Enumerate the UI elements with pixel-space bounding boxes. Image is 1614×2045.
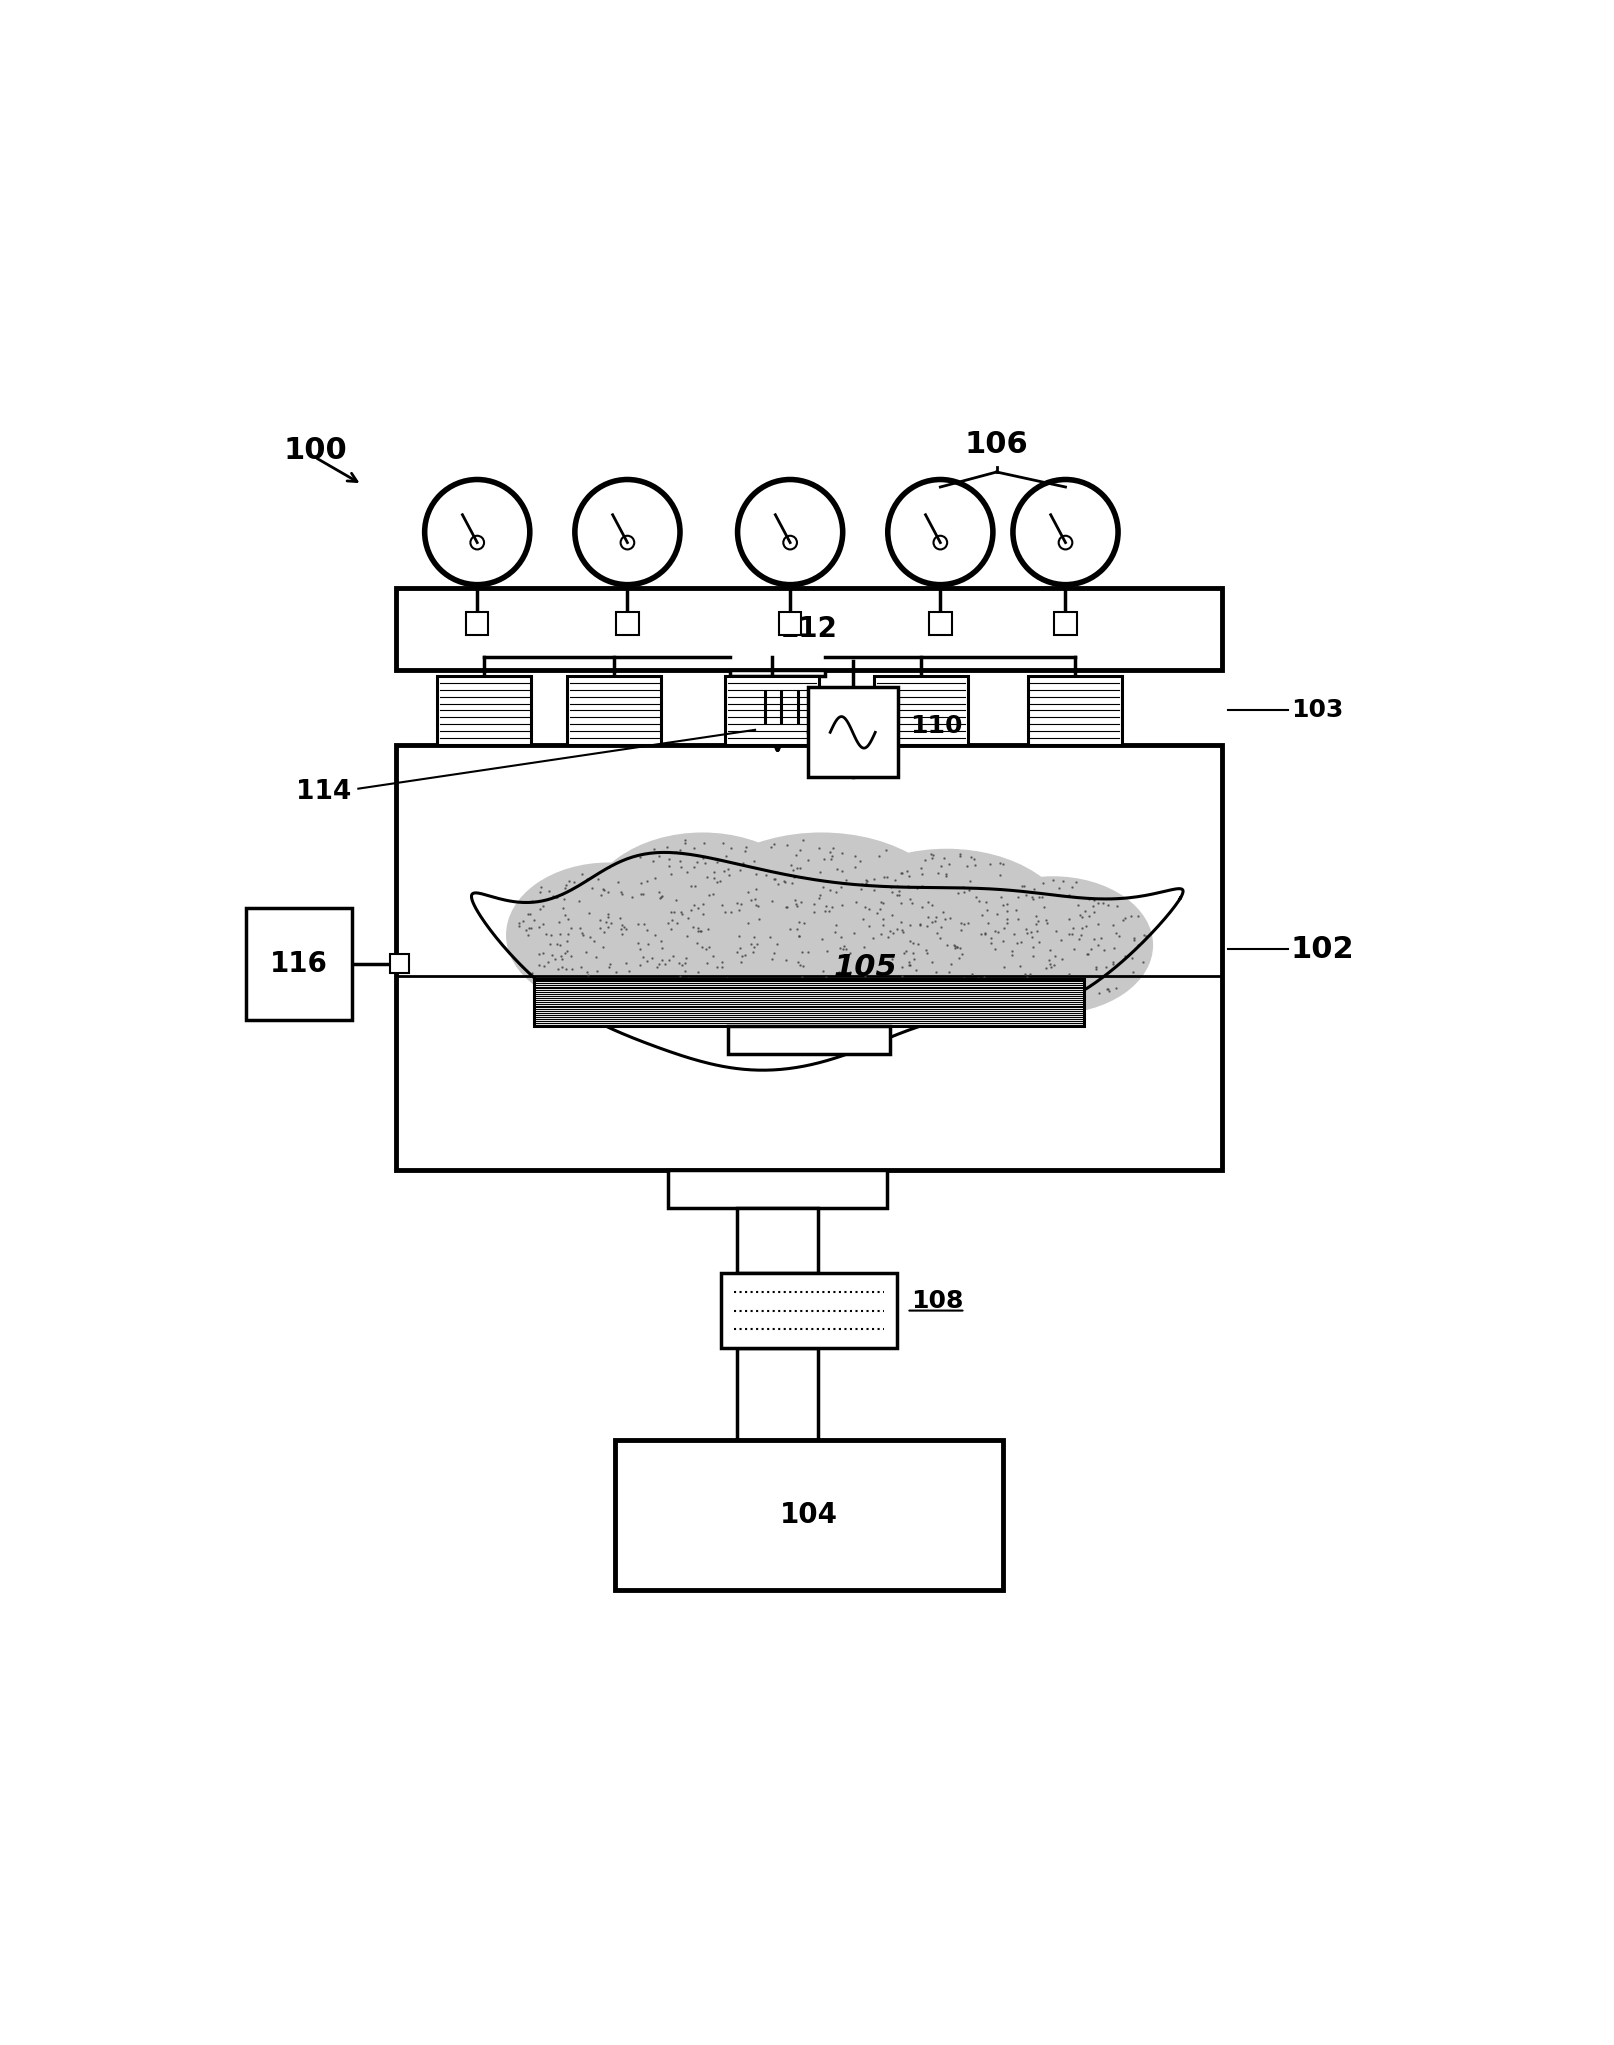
- Ellipse shape: [608, 896, 833, 1025]
- Bar: [1054, 611, 1077, 634]
- Circle shape: [783, 536, 796, 550]
- Text: 100: 100: [282, 436, 347, 464]
- Text: 108: 108: [910, 1288, 964, 1313]
- Text: 103: 103: [1290, 699, 1343, 722]
- Bar: [721, 1274, 896, 1348]
- Text: 104: 104: [780, 1501, 838, 1528]
- Bar: [668, 1170, 886, 1209]
- Ellipse shape: [759, 900, 983, 1029]
- Circle shape: [424, 479, 529, 585]
- Circle shape: [1012, 479, 1117, 585]
- Circle shape: [1059, 536, 1072, 550]
- Ellipse shape: [583, 832, 822, 1002]
- Bar: [928, 611, 951, 634]
- Bar: [617, 611, 638, 634]
- Text: 116: 116: [270, 949, 328, 978]
- Text: 110: 110: [910, 714, 962, 738]
- Bar: [395, 589, 1222, 671]
- Text: 105: 105: [833, 953, 896, 982]
- Text: 114: 114: [295, 779, 350, 806]
- Circle shape: [933, 536, 946, 550]
- Circle shape: [738, 479, 843, 585]
- Ellipse shape: [822, 849, 1072, 1012]
- Circle shape: [575, 479, 679, 585]
- Ellipse shape: [505, 863, 710, 1008]
- Text: 102: 102: [1290, 935, 1354, 963]
- Bar: [726, 1027, 889, 1053]
- Bar: [391, 955, 408, 973]
- Bar: [567, 677, 660, 744]
- Bar: [736, 1209, 818, 1274]
- Bar: [736, 1348, 818, 1440]
- Bar: [533, 980, 1083, 1027]
- Bar: [1027, 677, 1122, 744]
- Text: 112: 112: [780, 616, 838, 642]
- Circle shape: [470, 536, 484, 550]
- Bar: [730, 671, 825, 677]
- Bar: [437, 677, 531, 744]
- Bar: [466, 611, 487, 634]
- Bar: [395, 744, 1222, 1170]
- Bar: [778, 611, 801, 634]
- Bar: [873, 677, 967, 744]
- Bar: [725, 677, 818, 744]
- Text: 106: 106: [964, 429, 1028, 458]
- Ellipse shape: [952, 875, 1152, 1014]
- Bar: [807, 687, 897, 777]
- Circle shape: [888, 479, 993, 585]
- Bar: [615, 1440, 1002, 1589]
- Circle shape: [620, 536, 634, 550]
- Bar: [245, 908, 352, 1020]
- Ellipse shape: [683, 832, 959, 1012]
